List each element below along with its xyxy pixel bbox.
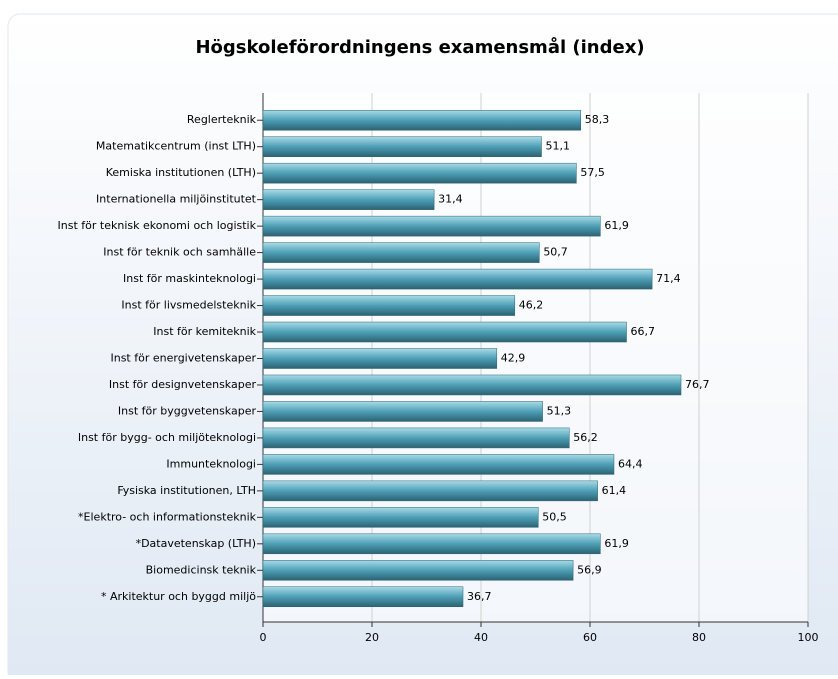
value-label: 51,3 bbox=[547, 404, 572, 417]
value-label: 51,1 bbox=[545, 140, 570, 153]
y-tick-label: Inst för energivetenskaper bbox=[110, 352, 256, 365]
bar bbox=[262, 586, 464, 608]
value-label: 61,9 bbox=[604, 537, 629, 550]
value-label: 61,9 bbox=[604, 219, 629, 232]
bar bbox=[262, 162, 577, 184]
y-tick-label: Inst för byggvetenskaper bbox=[118, 404, 257, 417]
y-tick-label: *Elektro- och informationsteknik bbox=[78, 510, 257, 523]
bar bbox=[262, 215, 601, 237]
value-label: 66,7 bbox=[631, 325, 656, 338]
bar bbox=[262, 401, 543, 422]
y-tick-label: * Arkitektur och byggd miljö bbox=[101, 590, 256, 603]
bar bbox=[262, 295, 516, 316]
x-tick-label: 0 bbox=[260, 631, 267, 644]
value-label: 50,7 bbox=[543, 246, 568, 259]
y-tick-label: Inst för teknik och samhälle bbox=[103, 246, 256, 259]
x-tick-label: 80 bbox=[692, 631, 706, 644]
value-label: 36,7 bbox=[467, 590, 492, 603]
value-label: 50,5 bbox=[542, 510, 567, 523]
bar bbox=[262, 189, 435, 210]
value-label: 46,2 bbox=[519, 299, 544, 312]
bar bbox=[262, 374, 682, 396]
bar bbox=[262, 480, 598, 502]
x-tick-label: 40 bbox=[474, 631, 488, 644]
y-tick-label: Inst för livsmedelsteknik bbox=[121, 299, 256, 312]
y-tick-label: Matematikcentrum (inst LTH) bbox=[96, 140, 256, 153]
bar bbox=[262, 242, 540, 263]
y-tick-label: Immunteknologi bbox=[166, 457, 256, 470]
bar bbox=[262, 507, 539, 528]
bar bbox=[262, 109, 581, 131]
x-tick-label: 20 bbox=[365, 631, 379, 644]
y-tick-label: *Datavetenskap (LTH) bbox=[136, 537, 256, 550]
value-label: 64,4 bbox=[618, 457, 643, 470]
y-tick-label: Inst för bygg- och miljöteknologi bbox=[78, 431, 256, 444]
bar bbox=[262, 136, 542, 157]
bar bbox=[262, 560, 574, 581]
y-tick-label: Reglerteknik bbox=[187, 113, 257, 126]
chart-title: Högskoleförordningens examensmål (index) bbox=[195, 36, 644, 58]
bar bbox=[262, 268, 653, 290]
value-label: 71,4 bbox=[656, 272, 681, 285]
value-label: 76,7 bbox=[685, 378, 710, 391]
value-label: 57,5 bbox=[580, 166, 605, 179]
y-tick-label: Inst för teknisk ekonomi och logistik bbox=[58, 219, 257, 232]
bar bbox=[262, 427, 570, 449]
x-tick-label: 60 bbox=[583, 631, 597, 644]
y-tick-label: Internationella miljöinstitutet bbox=[96, 193, 257, 206]
value-label: 31,4 bbox=[438, 193, 463, 206]
value-label: 56,2 bbox=[573, 431, 598, 444]
y-tick-label: Biomedicinsk teknik bbox=[146, 563, 257, 576]
value-label: 56,9 bbox=[577, 563, 602, 576]
bar bbox=[262, 321, 627, 343]
y-tick-label: Inst för kemiteknik bbox=[153, 325, 256, 338]
y-tick-label: Kemiska institutionen (LTH) bbox=[106, 166, 256, 179]
value-label: 58,3 bbox=[585, 113, 610, 126]
y-tick-label: Inst för designvetenskaper bbox=[109, 378, 257, 391]
y-tick-label: Fysiska institutionen, LTH bbox=[117, 484, 256, 497]
bar bbox=[262, 454, 615, 475]
value-label: 61,4 bbox=[602, 484, 627, 497]
bar bbox=[262, 533, 601, 555]
y-tick-label: Inst för maskinteknologi bbox=[123, 272, 256, 285]
value-label: 42,9 bbox=[501, 352, 526, 365]
bar bbox=[262, 348, 498, 369]
x-tick-label: 100 bbox=[798, 631, 819, 644]
